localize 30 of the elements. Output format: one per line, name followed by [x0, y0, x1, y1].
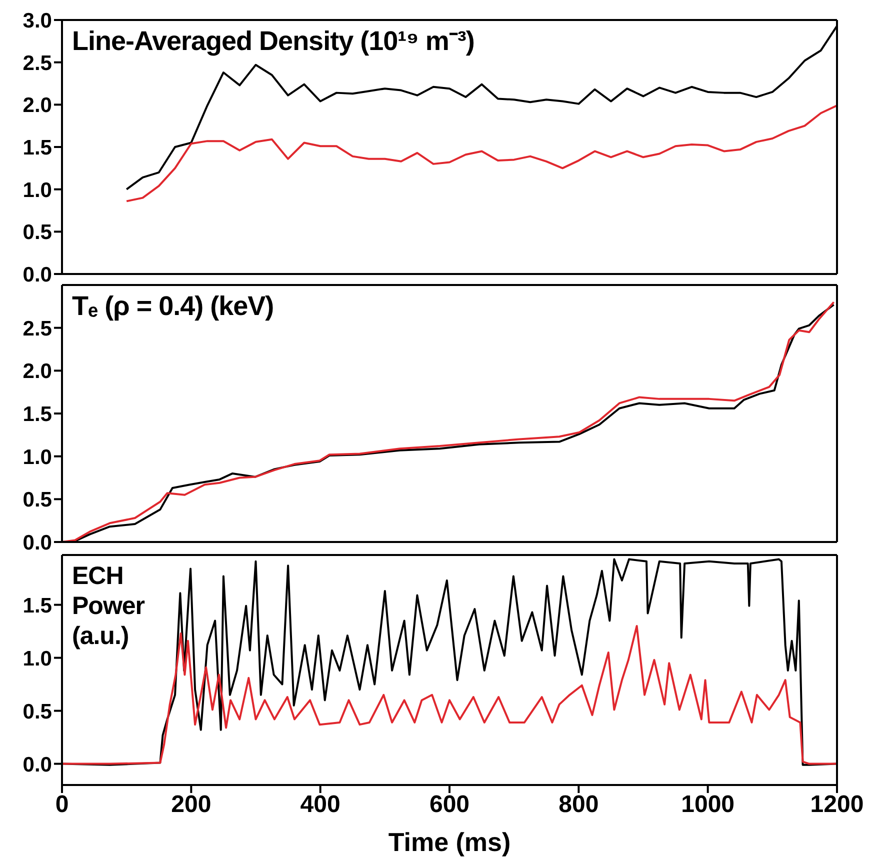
y-tick-label: 3.0 [22, 9, 52, 32]
y-tick-label: 2.5 [22, 317, 52, 340]
y-tick-label: 1.5 [22, 136, 52, 160]
y-tick-label: 0.0 [22, 263, 52, 286]
y-tick-label: 1.5 [22, 594, 52, 618]
line-series [62, 625, 837, 765]
y-tick-label: 0.0 [22, 531, 52, 554]
y-tick-label: 0.0 [22, 753, 52, 776]
y-tick-label: 2.0 [22, 360, 52, 384]
y-tick-label: 0.5 [22, 221, 52, 244]
y-tick-label: 1.0 [22, 178, 52, 202]
text: ECH Power (a.u.) [72, 561, 145, 651]
x-tick-label: 0 [55, 791, 69, 818]
x-tick-label: 1200 [810, 791, 864, 818]
line-series [126, 104, 837, 202]
chart-title: Line-Averaged Density (10¹⁹ m⁻³) [72, 26, 474, 56]
x-tick-label: 1000 [681, 791, 735, 818]
x-tick-label: 600 [429, 791, 470, 818]
y-tick-label: 2.0 [22, 94, 52, 118]
x-tick-label: 400 [300, 791, 340, 818]
x-axis-title: Time (ms) [388, 827, 511, 857]
y-tick-label: 1.5 [22, 402, 52, 426]
chart-title: Tₑ (ρ = 0.4) (keV) [72, 291, 274, 321]
y-tick-label: 0.5 [22, 700, 52, 724]
y-tick-label: 2.5 [22, 52, 52, 75]
y-tick-label: 1.0 [22, 647, 52, 670]
x-tick-label: 200 [171, 791, 212, 818]
y-tick-label: 1.0 [22, 446, 52, 469]
x-tick-label: 800 [558, 791, 599, 818]
y-tick-label: 0.5 [22, 488, 52, 512]
